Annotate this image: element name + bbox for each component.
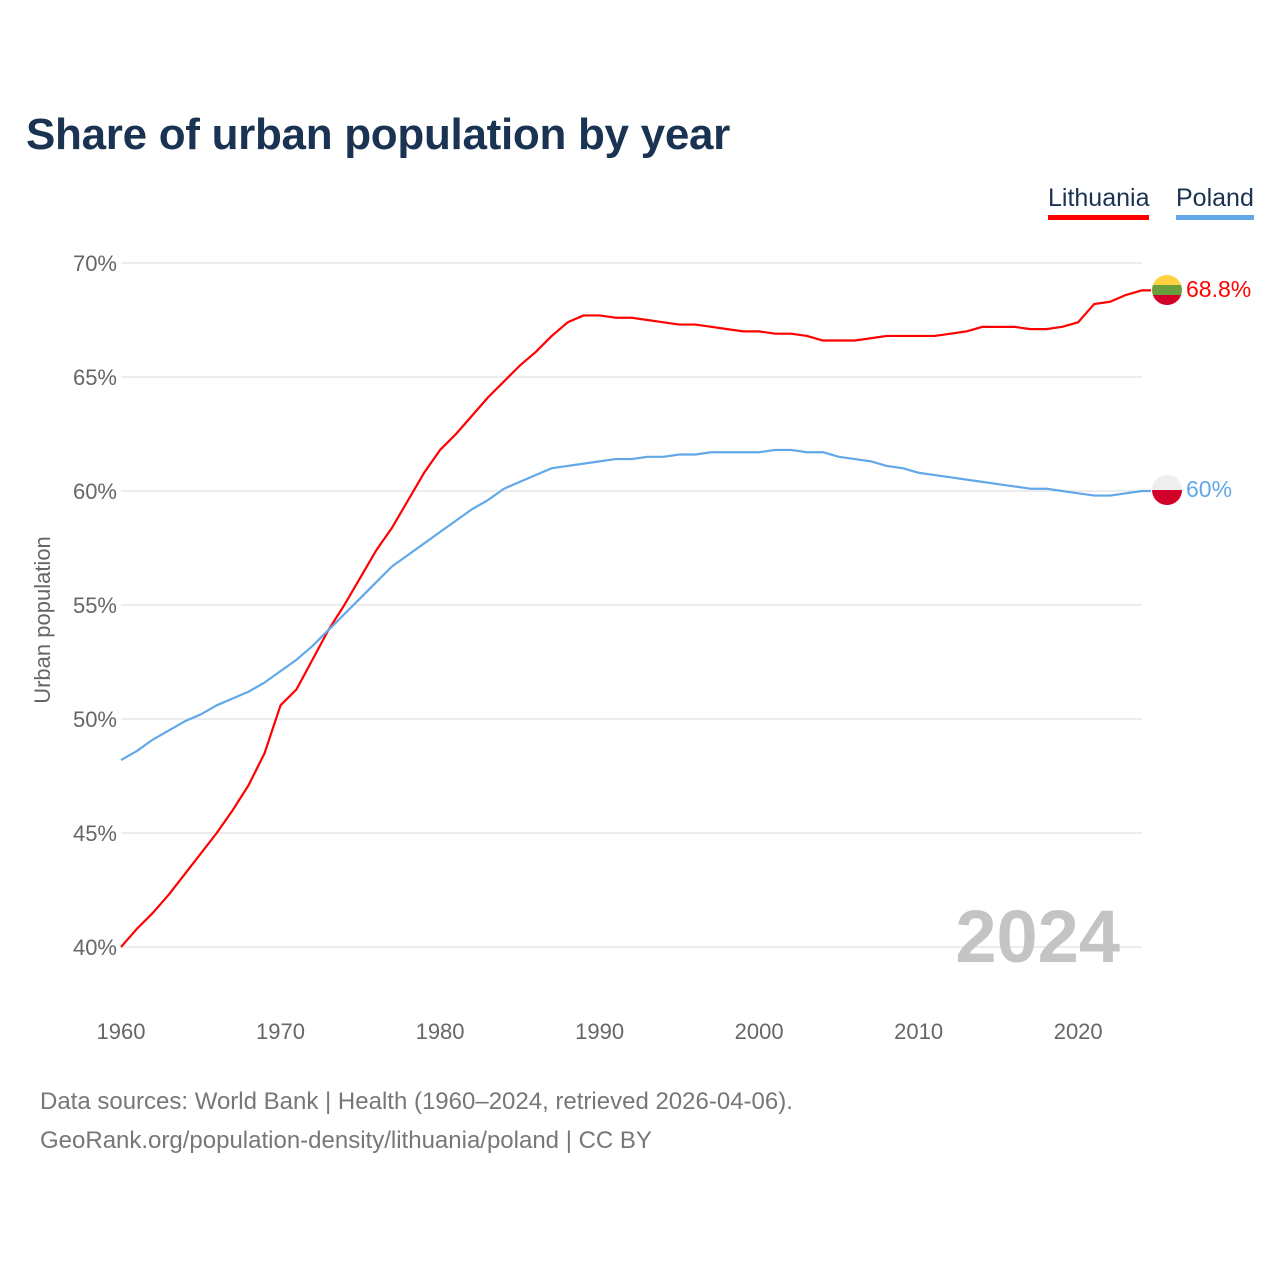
y-tick-label: 45%	[73, 821, 117, 846]
y-tick-label: 70%	[73, 251, 117, 276]
x-tick-label: 2020	[1054, 1019, 1103, 1044]
y-tick-label: 55%	[73, 593, 117, 618]
lithuania-end-label: 68.8%	[1186, 276, 1251, 302]
poland-flag-icon	[1152, 475, 1182, 505]
x-tick-label: 2010	[894, 1019, 943, 1044]
legend-item-lithuania[interactable]: Lithuania	[1048, 184, 1150, 220]
year-watermark: 2024	[955, 895, 1120, 978]
x-tick-label: 1990	[575, 1019, 624, 1044]
lithuania-flag-icon	[1152, 275, 1182, 305]
y-tick-label: 65%	[73, 365, 117, 390]
poland-end-label: 60%	[1186, 476, 1232, 502]
y-tick-label: 50%	[73, 707, 117, 732]
x-tick-label: 1970	[256, 1019, 305, 1044]
series-line-lithuania	[120, 289, 1151, 948]
y-tick-label: 40%	[73, 935, 117, 960]
source-note: Data sources: World Bank | Health (1960–…	[40, 1088, 793, 1115]
x-tick-label: 1960	[97, 1019, 146, 1044]
series-line-poland	[120, 448, 1151, 761]
x-tick-label: 2000	[735, 1019, 784, 1044]
y-tick-label: 60%	[73, 479, 117, 504]
x-tick-label: 1980	[416, 1019, 465, 1044]
y-axis-label: Urban population	[30, 536, 55, 704]
legend-item-poland[interactable]: Poland	[1176, 184, 1254, 220]
chart-title: Share of urban population by year	[26, 110, 730, 159]
source-link[interactable]: GeoRank.org/population-density/lithuania…	[40, 1127, 652, 1154]
